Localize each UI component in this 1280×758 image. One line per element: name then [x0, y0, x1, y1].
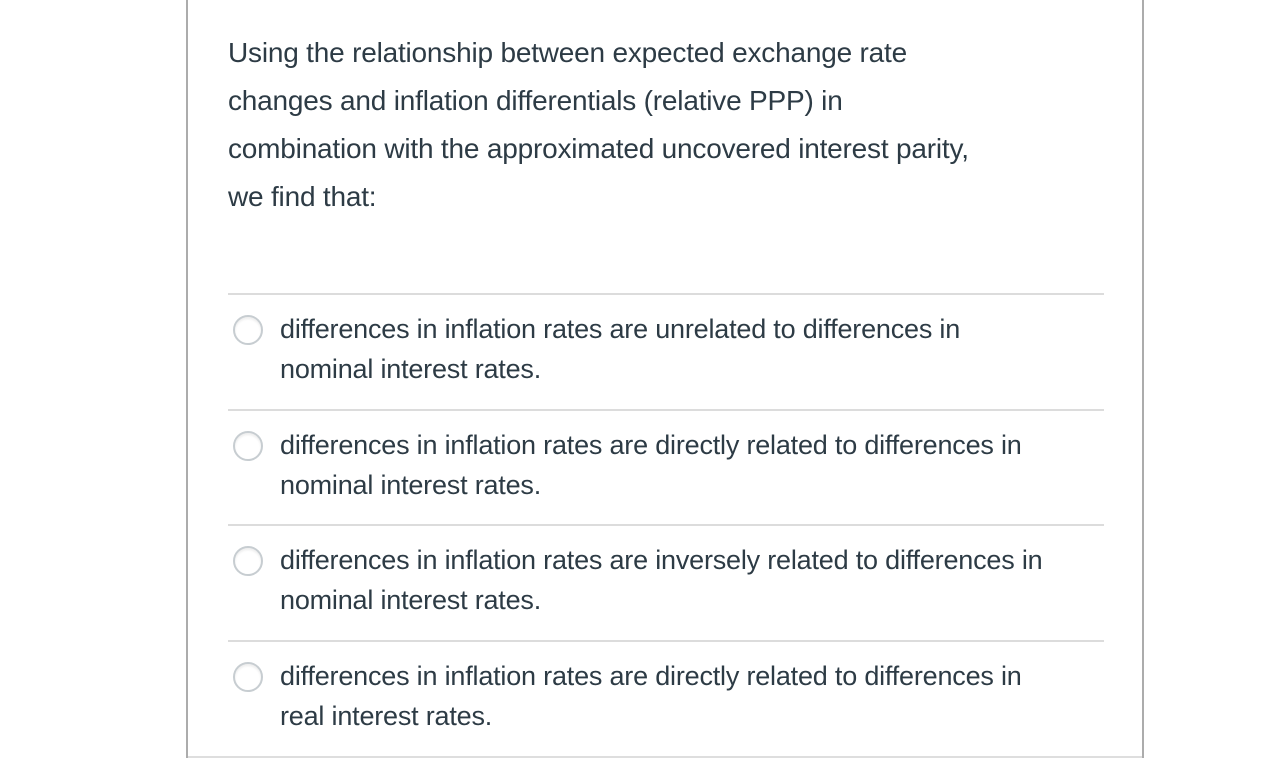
answer-option-row[interactable]: differences in inflation rates are direc…: [228, 639, 1104, 756]
answer-option-label[interactable]: differences in inflation rates are unrel…: [280, 314, 961, 384]
answer-options-list: differences in inflation rates are unrel…: [228, 293, 1104, 755]
radio-button[interactable]: [233, 430, 263, 461]
answer-option-label[interactable]: differences in inflation rates are direc…: [280, 429, 1022, 500]
radio-button[interactable]: [233, 546, 263, 576]
section-bottom-border: [188, 756, 1142, 758]
answer-option-row[interactable]: differences in inflation rates are unrel…: [228, 293, 1104, 409]
answer-option-row[interactable]: differences in inflation rates are direc…: [228, 408, 1104, 525]
answer-option-label[interactable]: differences in inflation rates are inver…: [280, 545, 1043, 615]
radio-button[interactable]: [233, 661, 263, 692]
question-card: Using the relationship between expected …: [186, 0, 1144, 758]
answer-option-label[interactable]: differences in inflation rates are direc…: [280, 660, 1022, 731]
answer-option-row[interactable]: differences in inflation rates are inver…: [228, 524, 1104, 640]
question-text: Using the relationship between expected …: [228, 37, 969, 212]
radio-button[interactable]: [233, 315, 263, 345]
